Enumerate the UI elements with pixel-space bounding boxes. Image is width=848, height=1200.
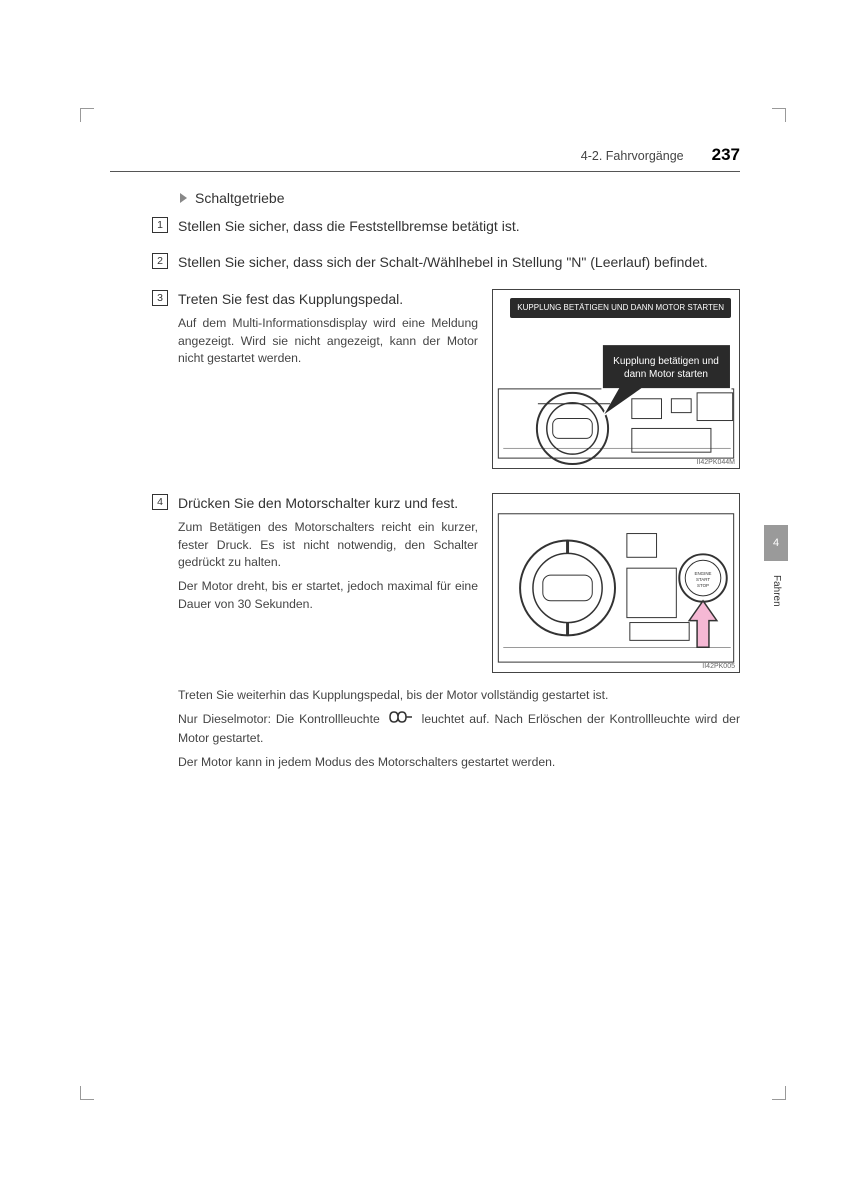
svg-text:ENGINE: ENGINE xyxy=(695,571,712,576)
callout-text: KUPPLUNG BETÄTIGEN UND DANN MOTOR STARTE… xyxy=(517,303,724,312)
display-message-box: KUPPLUNG BETÄTIGEN UND DANN MOTOR STARTE… xyxy=(510,298,731,318)
step-1: 1 Stellen Sie sicher, dass die Feststell… xyxy=(180,216,740,242)
step-text: Stellen Sie sicher, dass sich der Schalt… xyxy=(178,252,740,272)
step-text: Treten Sie fest das Kupplungspedal. xyxy=(178,289,478,309)
step-number: 2 xyxy=(152,253,168,269)
figure-id: II42PK005 xyxy=(702,663,735,670)
diesel-text-prefix: Nur Dieselmotor: Die Kontrollleuchte xyxy=(178,712,380,726)
chapter-label: Fahren xyxy=(771,575,782,607)
step-number: 4 xyxy=(152,494,168,510)
figure-engine-start-button: ENGINE START STOP II42PK005 xyxy=(492,493,740,673)
step-3: 3 Treten Sie fest das Kupplungspedal. Au… xyxy=(180,289,740,483)
step-detail-diesel: Nur Dieselmotor: Die Kontrollleuchte leu… xyxy=(178,710,740,747)
step-text: Drücken Sie den Motorschalter kurz und f… xyxy=(178,493,478,513)
step-2: 2 Stellen Sie sicher, dass sich der Scha… xyxy=(180,252,740,278)
chapter-tab: 4 xyxy=(764,525,788,561)
callout-text: Kupplung betätigen und dann Motor starte… xyxy=(613,356,719,380)
step-detail: Treten Sie weiterhin das Kupplungspedal,… xyxy=(178,687,740,705)
step-number: 1 xyxy=(152,217,168,233)
sub-heading-text: Schaltgetriebe xyxy=(195,190,285,206)
page-content: 4-2. Fahrvorgänge 237 4 Fahren Schaltget… xyxy=(110,145,740,787)
step-detail: Der Motor dreht, bis er startet, jedoch … xyxy=(178,578,478,613)
step-detail: Auf dem Multi-Informationsdisplay wird e… xyxy=(178,315,478,368)
dashboard-start-button-icon: ENGINE START STOP xyxy=(493,494,739,672)
figure-clutch-dashboard: KUPPLUNG BETÄTIGEN UND DANN MOTOR STARTE… xyxy=(492,289,740,469)
svg-text:START: START xyxy=(696,577,710,582)
page-number: 237 xyxy=(712,145,740,165)
step-4: 4 Drücken Sie den Motorschalter kurz und… xyxy=(180,493,740,778)
step-text: Stellen Sie sicher, dass die Feststellbr… xyxy=(178,216,740,236)
step-number: 3 xyxy=(152,290,168,306)
callout-speech-box: Kupplung betätigen und dann Motor starte… xyxy=(601,348,731,388)
step-detail: Zum Betätigen des Motorschalters reicht … xyxy=(178,519,478,572)
page-header: 4-2. Fahrvorgänge 237 xyxy=(110,145,740,172)
section-label: 4-2. Fahrvorgänge xyxy=(581,149,684,163)
figure-id: II42PK044M xyxy=(696,459,735,466)
triangle-bullet-icon xyxy=(180,193,187,203)
sub-heading: Schaltgetriebe xyxy=(180,190,740,206)
svg-text:STOP: STOP xyxy=(697,583,709,588)
glow-plug-coil-icon xyxy=(388,710,414,730)
step-detail: Der Motor kann in jedem Modus des Motors… xyxy=(178,754,740,772)
